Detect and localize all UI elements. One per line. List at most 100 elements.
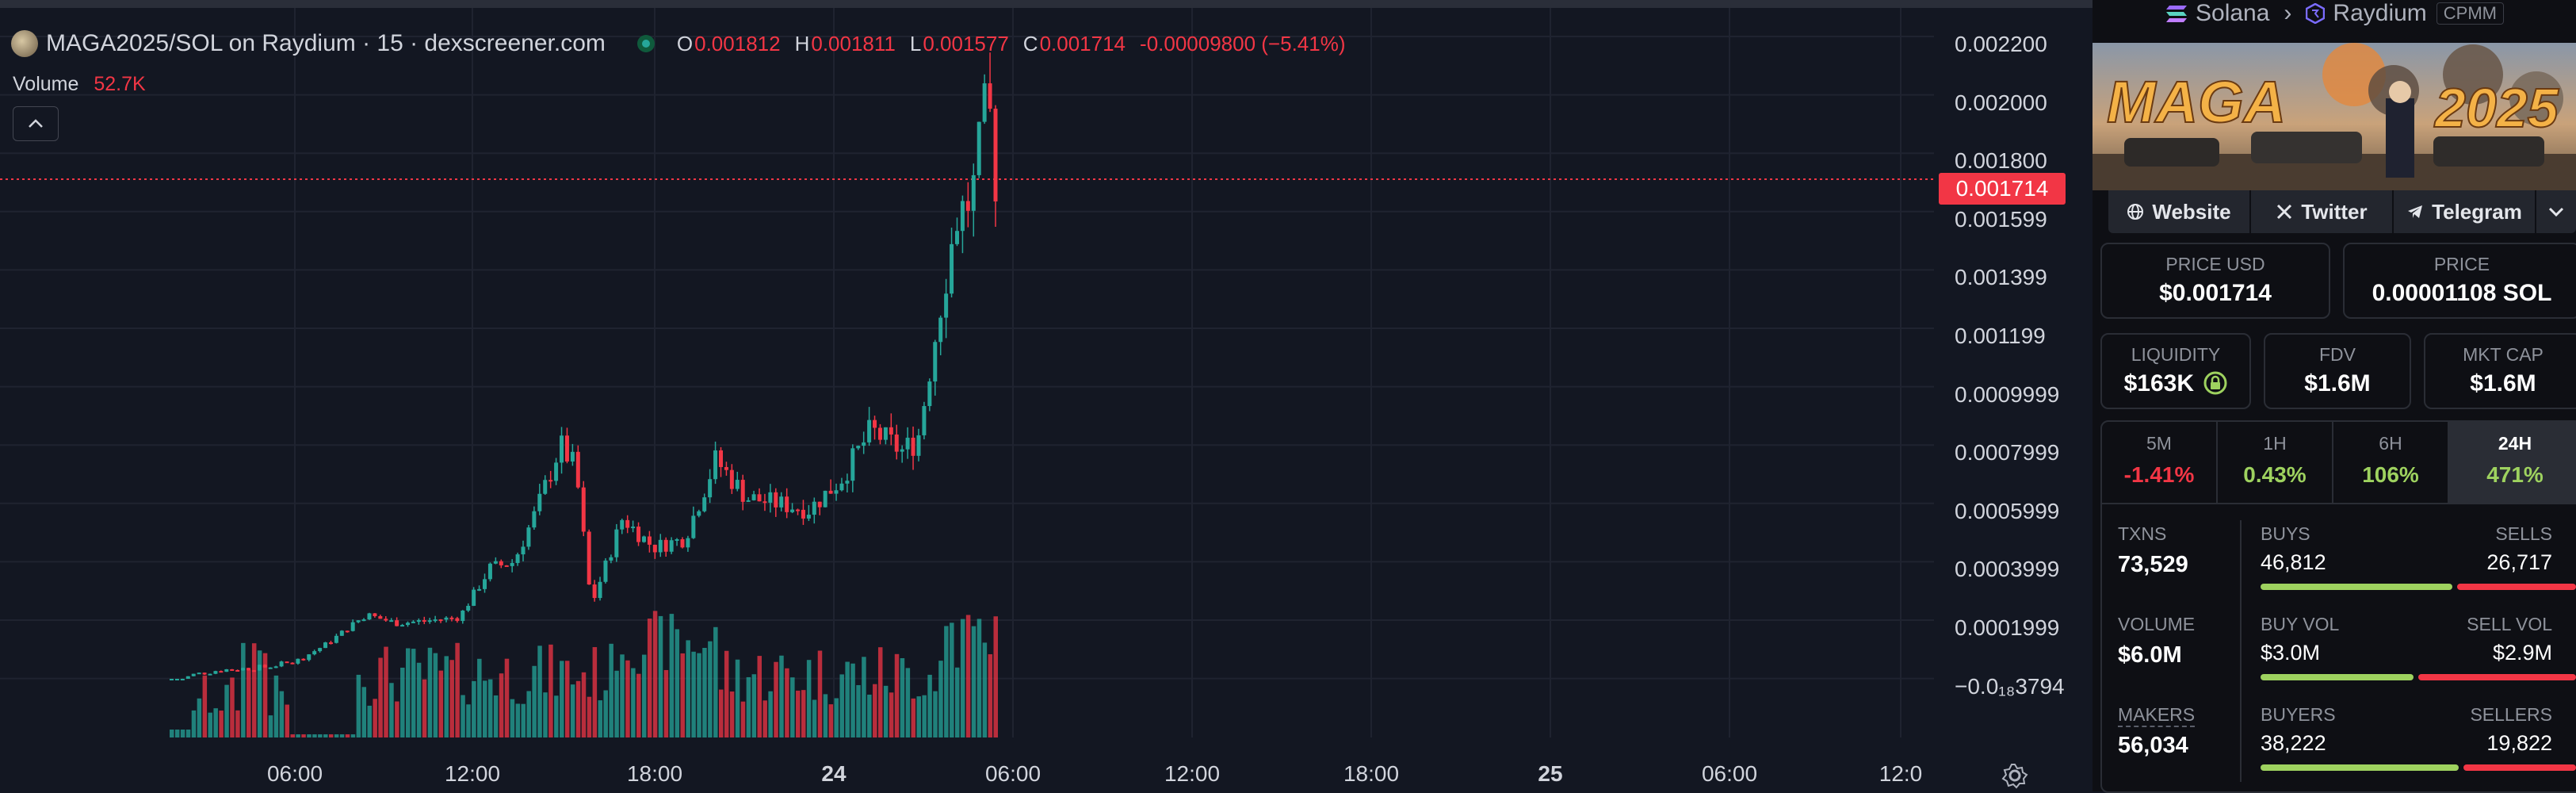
volume-bar [350,734,356,737]
volume-bar [790,677,795,737]
candle-body [389,620,394,623]
price-chart[interactable] [0,0,2093,783]
candle-body [197,672,201,675]
volume-bar [356,674,361,737]
candle-body [273,666,278,668]
candle-body [268,667,273,669]
volume-bar [191,710,197,737]
volume-bar [328,734,334,737]
volume-value: $6.0M [2118,642,2182,668]
pair-title: MAGA2025/SOL on Raydium · 15 · dexscreen… [46,30,606,56]
candle-body [241,668,246,671]
candle-body [219,671,224,673]
candle-body [850,448,855,481]
candle-body [631,527,636,529]
candle-body [350,622,355,631]
price-tick-label: 0.002200 [1955,32,2047,56]
settings-gear-icon[interactable] [2001,761,2029,790]
tab-24h[interactable]: 24H 471% [2449,422,2576,503]
candle-body [570,451,575,462]
more-links-button[interactable] [2536,190,2576,233]
candle-body [170,679,174,680]
volume-bar [658,615,663,737]
candle-body [598,581,602,599]
twitter-link[interactable]: Twitter [2251,190,2394,233]
telegram-link[interactable]: Telegram [2394,190,2536,233]
sellers-value: 19,822 [2486,731,2552,755]
volume-bar [400,667,405,737]
candle-body [587,531,591,585]
volume-bar [938,661,943,737]
globe-icon [2127,204,2144,220]
volume-bar [873,684,877,737]
tab-1h[interactable]: 1H 0.43% [2218,422,2333,503]
sells-value: 26,717 [2486,550,2552,574]
volume-bar [262,653,268,737]
tab-6h[interactable]: 6H 106% [2333,422,2449,503]
current-price-tag: 0.001714 [1939,173,2066,205]
volume-bar [856,684,861,737]
candle-body [318,648,323,652]
liquidity-value: $163K [2102,370,2249,397]
candle-body [938,317,943,343]
candle-body [785,496,789,512]
volume-bar [257,650,262,737]
live-status-icon [636,35,655,52]
chevron-down-icon [2548,207,2564,217]
sells-ratio-bar [2457,584,2576,590]
volume-bar [312,734,317,737]
volume-bar [801,690,806,737]
candle-body [774,492,778,508]
liquidity-label: LIQUIDITY [2131,344,2221,365]
candle-body [862,442,866,446]
candle-body [455,618,460,622]
buyers-ratio-bar [2261,764,2459,771]
dex-name[interactable]: Raydium [2333,0,2427,26]
candle-body [806,515,811,519]
candle-body [817,501,822,508]
candle-body [411,621,415,623]
volume-bar [438,670,444,737]
social-links: Website Twitter Telegram [2108,190,2576,233]
candle-body [367,613,372,620]
sell-vol-value: $2.9M [2492,641,2552,665]
volume-bar [713,626,718,737]
buy-vol-label: BUY VOL [2261,614,2340,634]
price-tick-label: 0.001199 [1955,324,2046,348]
candle-body [461,610,465,622]
volume-bar [729,691,735,737]
volume-bar [823,694,828,737]
volume-bar [543,692,548,737]
candle-body [279,661,284,667]
website-link[interactable]: Website [2108,190,2251,233]
volume-bar [560,661,564,737]
time-tick-label: 12:00 [444,761,501,786]
candle-body [384,619,388,621]
sellers-label: SELLERS [2470,704,2552,725]
volume-bar [395,701,399,737]
chart-panel[interactable]: MAGA2025/SOL on Raydium · 15 · dexscreen… [0,0,2093,791]
volume-bar [680,653,685,737]
volume-bar [933,691,938,737]
chain-name[interactable]: Solana [2196,0,2270,26]
candle-body [965,201,970,211]
time-tick-label: 18:00 [626,761,683,786]
volume-bar [373,699,377,737]
candle-body [328,642,333,645]
token-avatar [11,30,38,57]
candle-body [416,620,421,623]
collapse-legend-button[interactable] [13,106,59,141]
volume-bar [641,654,647,737]
ohlc-change: -0.00009800 (−5.41%) [1140,31,1346,56]
tab-5m[interactable]: 5M -1.41% [2102,422,2218,503]
volume-bar [636,673,641,737]
candle-body [202,672,207,675]
candle-body [477,588,482,591]
volume-bar [581,672,587,737]
volume-bar [757,656,762,737]
volume-bar [461,695,465,737]
volume-bar [817,650,823,737]
candle-body [543,480,548,494]
volume-bar [466,704,471,737]
banner-image: MAGA 2025 [2093,43,2576,190]
